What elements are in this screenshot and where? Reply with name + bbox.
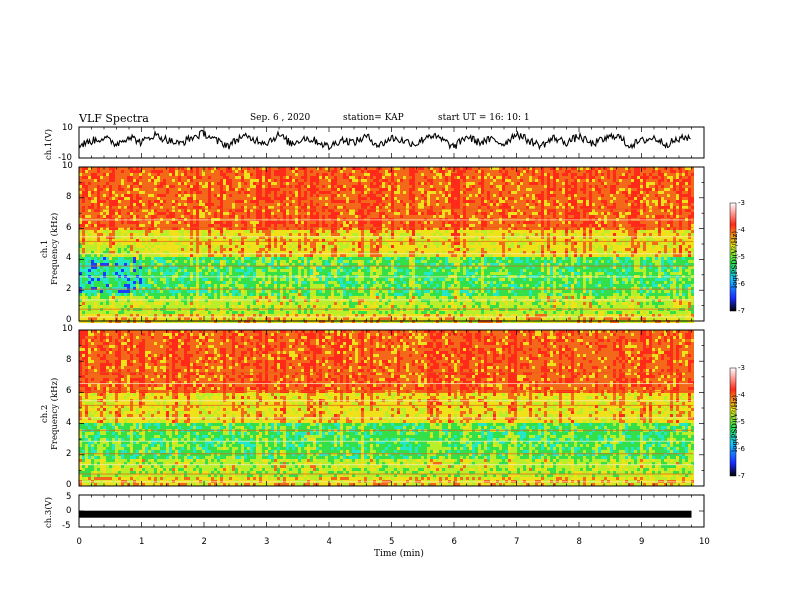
x-tick-8: 8 [577,537,582,547]
colorbar-ch1-tick: -6 [738,280,745,288]
x-tick-1: 1 [139,537,144,547]
ch2-spec-ytick-4: 4 [66,418,71,428]
ch2-freq-label-text: ch.2 Frequency (kHz) [40,378,60,450]
ch2-spec-ytick-0: 0 [66,480,71,490]
ch1-spec-ytick-2: 2 [66,284,71,294]
colorbar-ch2-tick: -3 [738,364,745,372]
ch2-freq-label: ch.2 Frequency (kHz) [40,378,60,450]
x-tick-6: 6 [452,537,457,547]
ch2-spec-ytick-6: 6 [66,386,71,396]
ch3-waveform [79,510,692,518]
ch1-freq-label: ch.1 Frequency (kHz) [40,213,60,285]
x-tick-5: 5 [389,537,394,547]
ch1-spectrogram [79,167,694,323]
ch2-spec-ytick-8: 8 [66,355,71,365]
ch3-ytick-mid: 0 [66,506,71,516]
ch1-spec-ytick-6: 6 [66,223,71,233]
ch3-volt-label: ch.3(V) [44,497,54,528]
colorbar-ch2-tick: -4 [738,391,745,399]
ch1-spec-ytick-0: 0 [66,315,71,325]
colorbar-ch1-tick: -5 [738,253,745,261]
ch1-spec-ytick-4: 4 [66,253,71,263]
colorbar-ch1-tick: -4 [738,226,745,234]
ch1-volt-label: ch.1(V) [44,129,54,160]
x-tick-4: 4 [327,537,332,547]
axis-ticks [78,127,705,528]
ch1-waveform [78,129,691,151]
x-tick-9: 9 [639,537,644,547]
ch1-freq-label-text: ch.1 Frequency (kHz) [40,213,60,285]
colorbar-ch1-tick: -7 [738,307,745,315]
date-label: Sep. 6 , 2020 [250,113,310,123]
ch3-ytick-bottom: -5 [62,521,70,531]
ch1-spec-ytick-8: 8 [66,192,71,202]
colorbar-ch2-tick: -6 [738,445,745,453]
ch2-spec-ytick-10: 10 [62,324,73,334]
start-time-label: start UT = 16: 10: 1 [438,113,530,123]
colorbar-ch1-label: log(PSD)(V²/Hz) [731,231,739,288]
colorbar-ch2-label: log(PSD)(V²/Hz) [731,395,739,452]
colorbar-ch1 [729,202,737,312]
x-tick-7: 7 [514,537,519,547]
ch1-ytick-top: 10 [62,123,73,133]
x-tick-0: 0 [77,537,82,547]
ch2-spectrogram [79,330,694,486]
colorbar-ch2 [729,367,737,477]
x-axis-label: Time (min) [374,549,424,559]
ch2-spec-ytick-2: 2 [66,449,71,459]
figure-title: VLF Spectra [79,112,149,125]
x-tick-3: 3 [264,537,269,547]
colorbar-ch2-tick: -5 [738,418,745,426]
station-label: station= KAP [343,113,404,123]
ch1-ytick-bottom: -10 [58,153,72,163]
x-tick-2: 2 [202,537,207,547]
ch1-spec-ytick-10: 10 [62,161,73,171]
colorbar-ch2-tick: -7 [738,472,745,480]
ch3-ytick-top: 5 [66,492,71,502]
x-tick-10: 10 [699,537,710,547]
colorbar-ch1-tick: -3 [738,199,745,207]
